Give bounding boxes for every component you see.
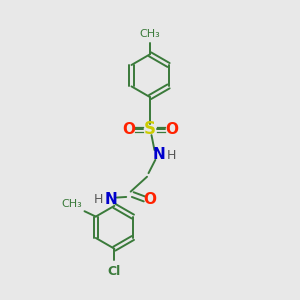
- Text: O: O: [122, 122, 135, 137]
- Text: S: S: [144, 120, 156, 138]
- Text: O: O: [165, 122, 178, 137]
- Text: N: N: [152, 147, 165, 162]
- Text: CH₃: CH₃: [62, 199, 82, 209]
- Text: H: H: [167, 148, 177, 162]
- Text: Cl: Cl: [108, 265, 121, 278]
- Text: N: N: [105, 191, 118, 206]
- Text: H: H: [94, 193, 103, 206]
- Text: CH₃: CH₃: [140, 29, 160, 39]
- Text: O: O: [143, 191, 157, 206]
